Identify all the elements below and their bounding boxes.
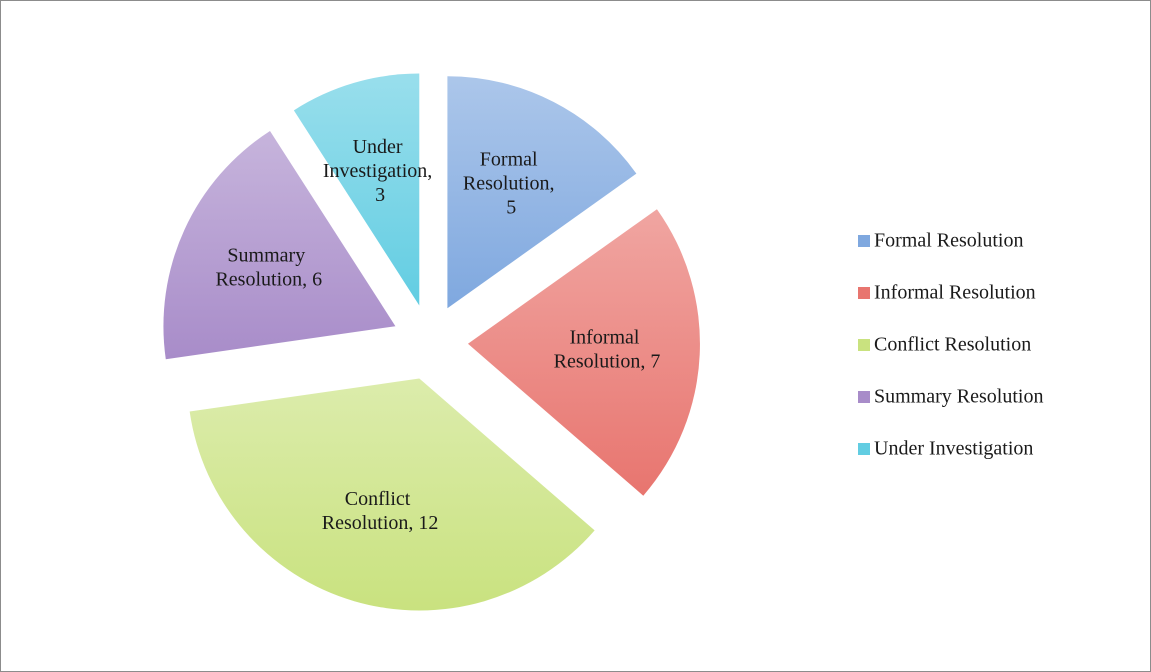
legend-label: Formal Resolution [874,230,1023,252]
legend-label: Conflict Resolution [874,334,1031,356]
legend-swatch [858,443,870,455]
legend-swatch [858,339,870,351]
data-label: Summary Resolution, 6 [215,244,322,290]
legend-label: Informal Resolution [874,282,1036,304]
pie-slice [293,73,420,306]
data-label: Conflict Resolution, 12 [322,488,439,534]
legend-swatch [858,391,870,403]
pie-slice [163,131,396,360]
legend-swatch [858,235,870,247]
legend-swatch [858,287,870,299]
pie-slice [189,378,595,611]
data-label: Formal Resolution, 5 [463,148,560,218]
pie-slice [467,209,700,496]
data-label: Informal Resolution, 7 [554,326,661,372]
data-label: Under Investigation, 3 [323,136,437,206]
legend-label: Under Investigation [874,438,1033,460]
pie-slice [447,76,637,309]
legend-label: Summary Resolution [874,386,1043,408]
